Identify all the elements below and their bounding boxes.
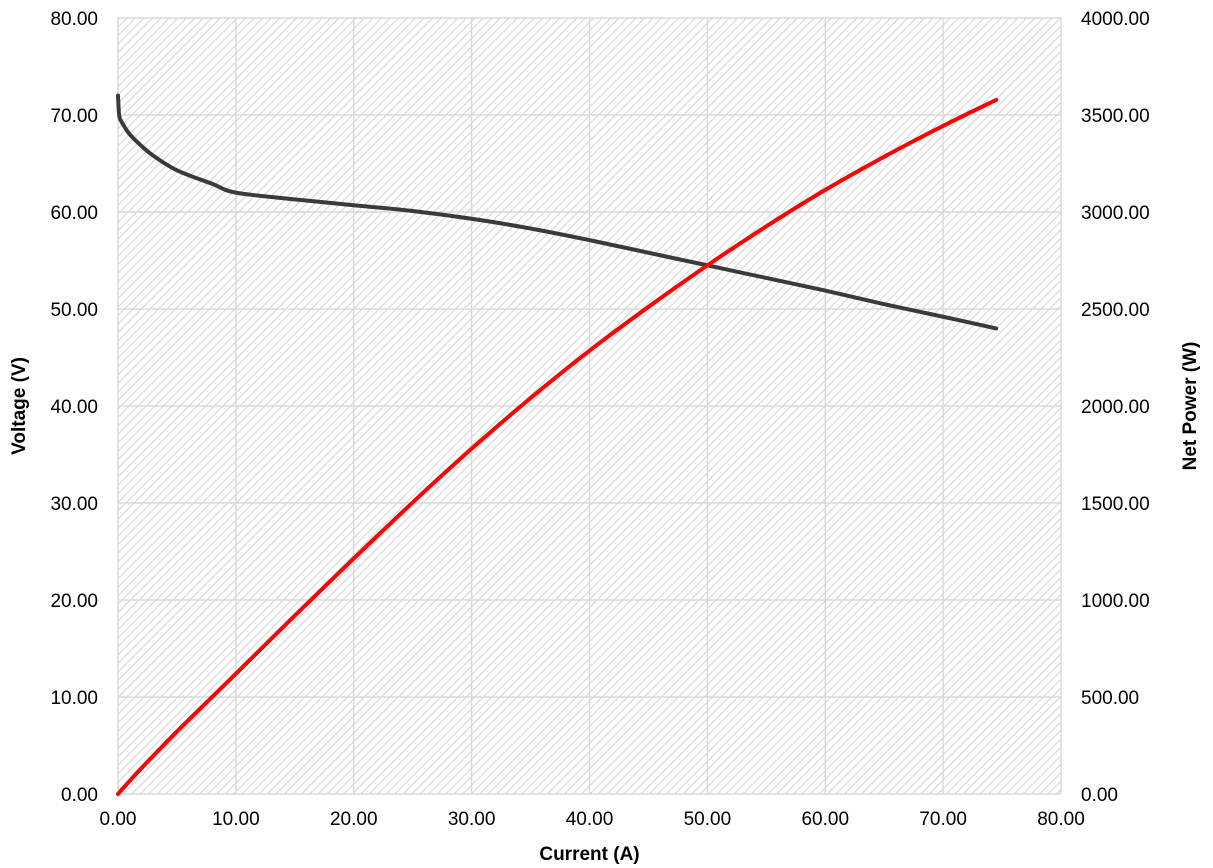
x-tick-label: 40.00 [566, 809, 614, 830]
voltage-series-line [116, 93, 999, 331]
y-tick-label: 0.00 [61, 785, 98, 806]
y-tick-label: 20.00 [50, 591, 98, 612]
y-tick-label: 10.00 [50, 688, 98, 709]
net-power-series-line [116, 97, 999, 796]
y2-tick-label: 0.00 [1081, 785, 1118, 806]
y-tick-label: 50.00 [50, 300, 98, 321]
y-axis-ticks: 0.00 10.00 20.00 30.00 40.00 50.00 60.00 70.00 8… [50, 9, 98, 806]
y-tick-label: 70.00 [50, 106, 98, 127]
y2-tick-label: 500.00 [1081, 688, 1139, 709]
series-lines [116, 93, 999, 796]
y-axis-title: Voltage (V) [9, 357, 30, 455]
x-axis-title: Current (A) [539, 844, 639, 865]
y2-tick-label: 4000.00 [1081, 9, 1150, 30]
y-tick-label: 40.00 [50, 397, 98, 418]
x-tick-label: 10.00 [212, 809, 260, 830]
x-tick-label: 50.00 [684, 809, 732, 830]
x-tick-label: 30.00 [448, 809, 496, 830]
y2-axis-title: Net Power (W) [1180, 342, 1201, 471]
y2-tick-label: 2000.00 [1081, 397, 1150, 418]
y2-axis-ticks: 0.00 500.00 1000.00 1500.00 2000.00 2500.00 30… [1081, 9, 1150, 806]
y2-tick-label: 2500.00 [1081, 300, 1150, 321]
x-tick-label: 70.00 [919, 809, 967, 830]
y2-tick-label: 3000.00 [1081, 203, 1150, 224]
x-axis-ticks: 0.00 10.00 20.00 30.00 40.00 50.00 60.00 70.00 8… [100, 809, 1085, 830]
y2-tick-label: 3500.00 [1081, 106, 1150, 127]
gridlines [117, 17, 1062, 795]
y-tick-label: 30.00 [50, 494, 98, 515]
y-tick-label: 60.00 [50, 203, 98, 224]
y2-tick-label: 1500.00 [1081, 494, 1150, 515]
x-tick-label: 0.00 [100, 809, 137, 830]
x-tick-label: 60.00 [801, 809, 849, 830]
x-tick-label: 80.00 [1037, 809, 1085, 830]
x-tick-label: 20.00 [330, 809, 378, 830]
y-tick-label: 80.00 [50, 9, 98, 30]
y2-tick-label: 1000.00 [1081, 591, 1150, 612]
